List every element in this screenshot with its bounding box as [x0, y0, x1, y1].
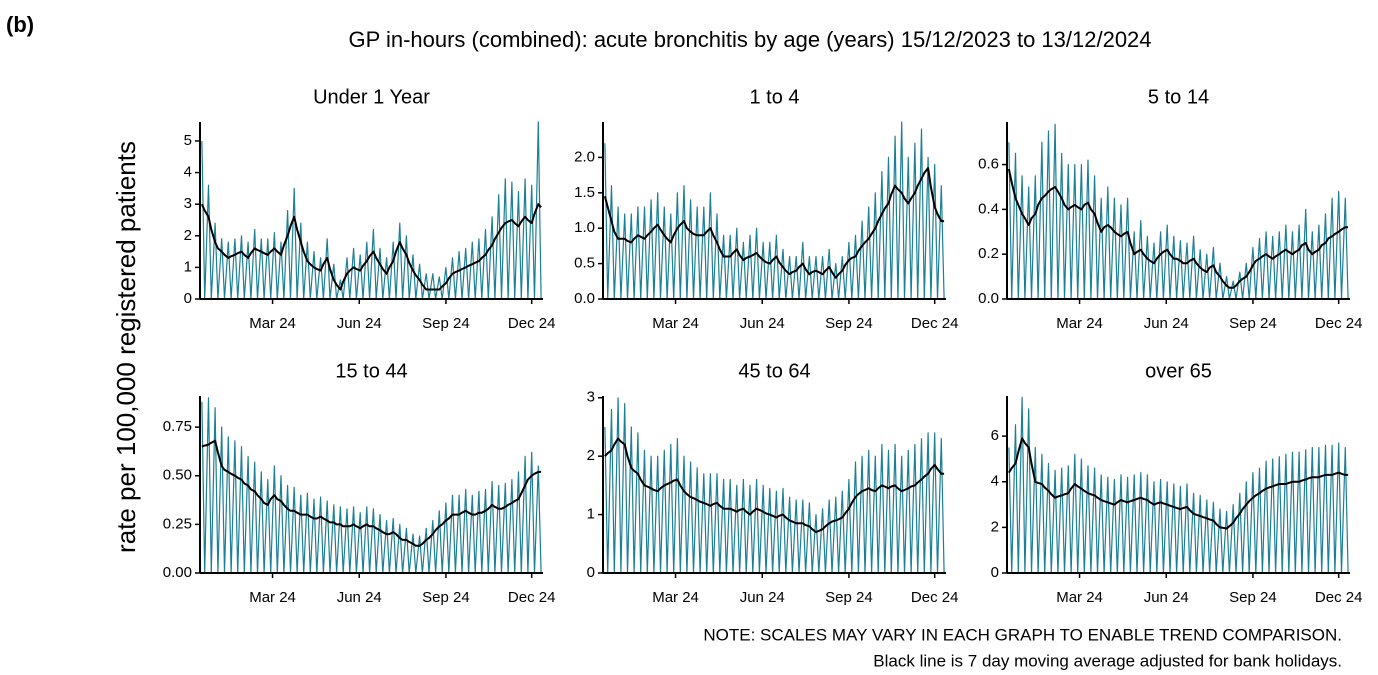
- x-tick-label: Sep 24: [825, 315, 873, 332]
- y-tick-label: 2: [587, 447, 595, 464]
- data-line: [604, 397, 945, 574]
- x-tick-label: Sep 24: [1229, 589, 1277, 606]
- data-line: [201, 397, 542, 574]
- x-tick-label: Sep 24: [422, 315, 470, 332]
- note: Black line is 7 day moving average adjus…: [873, 651, 1342, 670]
- y-tick-label: 2: [184, 227, 192, 244]
- y-tick-label: 0.2: [978, 245, 999, 262]
- x-tick-label: Jun 24: [337, 589, 382, 606]
- y-tick-label: 2.0: [574, 148, 595, 165]
- y-tick-label: 0.25: [163, 515, 192, 532]
- y-tick-label: 4: [991, 473, 999, 490]
- x-tick-label: Dec 24: [508, 315, 556, 332]
- x-tick-label: Mar 24: [652, 315, 699, 332]
- panel-title: Under 1 Year: [313, 86, 430, 108]
- data-line: [1008, 396, 1349, 574]
- x-tick-label: Jun 24: [337, 315, 382, 332]
- x-tick-label: Mar 24: [1056, 589, 1103, 606]
- y-tick-label: 1.0: [574, 219, 595, 236]
- y-tick-label: 2: [991, 518, 999, 535]
- x-tick-label: Dec 24: [1315, 315, 1363, 332]
- data-line: [604, 437, 945, 534]
- data-line: [603, 167, 945, 279]
- data-line: [604, 121, 945, 300]
- panel-label: (b): [6, 12, 34, 37]
- y-tick-label: 0: [587, 564, 595, 581]
- y-tick-label: 0: [184, 290, 192, 307]
- note: NOTE: SCALES MAY VARY IN EACH GRAPH TO E…: [703, 625, 1342, 644]
- y-tick-label: 4: [184, 164, 192, 181]
- x-tick-label: Mar 24: [249, 315, 296, 332]
- y-tick-label: 3: [184, 195, 192, 212]
- panel-title: 15 to 44: [335, 360, 407, 382]
- y-tick-label: 0.0: [978, 290, 999, 307]
- y-tick-label: 0.50: [163, 467, 192, 484]
- y-tick-label: 0.75: [163, 418, 192, 435]
- chart-title: GP in-hours (combined): acute bronchitis…: [348, 27, 1151, 52]
- y-tick-label: 0.4: [978, 200, 999, 217]
- y-tick-label: 1: [587, 506, 595, 523]
- y-tick-label: 0: [991, 564, 999, 581]
- y-tick-label: 0.5: [574, 255, 595, 272]
- x-tick-label: Sep 24: [1229, 315, 1277, 332]
- y-tick-label: 6: [991, 427, 999, 444]
- x-tick-label: Mar 24: [652, 589, 699, 606]
- panel-title: 45 to 64: [738, 360, 810, 382]
- x-tick-label: Jun 24: [740, 315, 785, 332]
- panel-title: 1 to 4: [749, 86, 799, 108]
- x-tick-label: Jun 24: [740, 589, 785, 606]
- data-line: [1008, 437, 1349, 530]
- y-tick-label: 0.00: [163, 564, 192, 581]
- data-line: [201, 439, 542, 547]
- x-tick-label: Dec 24: [911, 315, 959, 332]
- y-tick-label: 0.0: [574, 290, 595, 307]
- x-tick-label: Mar 24: [1056, 315, 1103, 332]
- data-line: [1008, 123, 1349, 300]
- x-tick-label: Sep 24: [422, 589, 470, 606]
- x-tick-label: Jun 24: [1144, 589, 1189, 606]
- x-tick-label: Dec 24: [911, 589, 959, 606]
- y-tick-label: 1.5: [574, 184, 595, 201]
- x-tick-label: Mar 24: [249, 589, 296, 606]
- x-tick-label: Sep 24: [825, 589, 873, 606]
- y-axis-label: rate per 100,000 registered patients: [111, 141, 141, 553]
- panel-title: 5 to 14: [1148, 86, 1209, 108]
- y-tick-label: 1: [184, 258, 192, 275]
- y-tick-label: 5: [184, 132, 192, 149]
- data-line: [201, 121, 542, 300]
- panel-title: over 65: [1145, 360, 1212, 382]
- y-tick-label: 0.6: [978, 156, 999, 173]
- x-tick-label: Dec 24: [508, 589, 556, 606]
- x-tick-label: Dec 24: [1315, 589, 1363, 606]
- x-tick-label: Jun 24: [1144, 315, 1189, 332]
- data-line: [1007, 168, 1349, 289]
- y-tick-label: 3: [587, 389, 595, 406]
- data-line: [200, 203, 542, 291]
